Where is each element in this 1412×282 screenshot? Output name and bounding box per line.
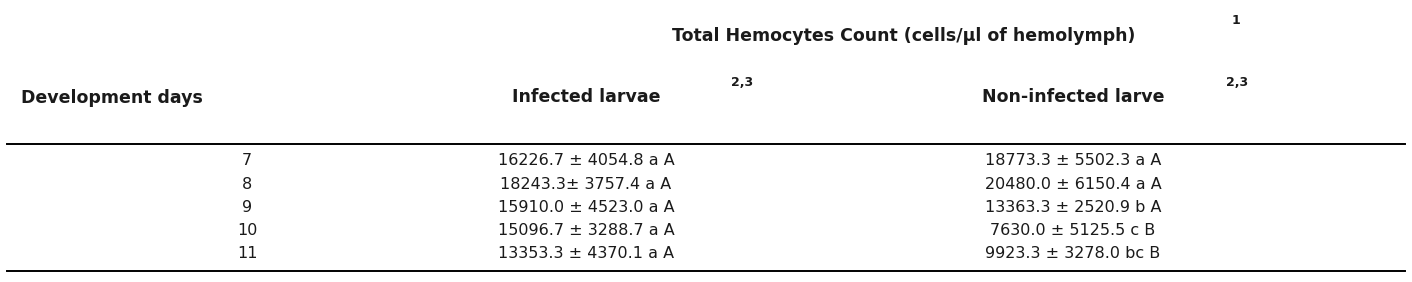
Text: 8: 8 <box>241 177 253 191</box>
Text: 20480.0 ± 6150.4 a A: 20480.0 ± 6150.4 a A <box>984 177 1162 191</box>
Text: 9923.3 ± 3278.0 bc B: 9923.3 ± 3278.0 bc B <box>986 246 1161 261</box>
Text: 7: 7 <box>241 153 253 168</box>
Text: 2,3: 2,3 <box>1226 76 1248 89</box>
Text: 15096.7 ± 3288.7 a A: 15096.7 ± 3288.7 a A <box>497 223 675 238</box>
Text: 18773.3 ± 5502.3 a A: 18773.3 ± 5502.3 a A <box>986 153 1161 168</box>
Text: 13353.3 ± 4370.1 a A: 13353.3 ± 4370.1 a A <box>498 246 674 261</box>
Text: Development days: Development days <box>21 89 203 107</box>
Text: 11: 11 <box>237 246 257 261</box>
Text: 9: 9 <box>241 200 253 215</box>
Text: 2,3: 2,3 <box>731 76 754 89</box>
Text: 10: 10 <box>237 223 257 238</box>
Text: 15910.0 ± 4523.0 a A: 15910.0 ± 4523.0 a A <box>497 200 675 215</box>
Text: 16226.7 ± 4054.8 a A: 16226.7 ± 4054.8 a A <box>497 153 675 168</box>
Text: Non-infected larve: Non-infected larve <box>981 87 1165 105</box>
Text: 7630.0 ± 5125.5 c B: 7630.0 ± 5125.5 c B <box>990 223 1156 238</box>
Text: 13363.3 ± 2520.9 b A: 13363.3 ± 2520.9 b A <box>986 200 1162 215</box>
Text: Infected larvae: Infected larvae <box>511 87 661 105</box>
Text: Total Hemocytes Count (cells/μl of hemolymph): Total Hemocytes Count (cells/μl of hemol… <box>672 27 1135 45</box>
Text: 18243.3± 3757.4 a A: 18243.3± 3757.4 a A <box>500 177 672 191</box>
Text: 1: 1 <box>1231 14 1240 27</box>
